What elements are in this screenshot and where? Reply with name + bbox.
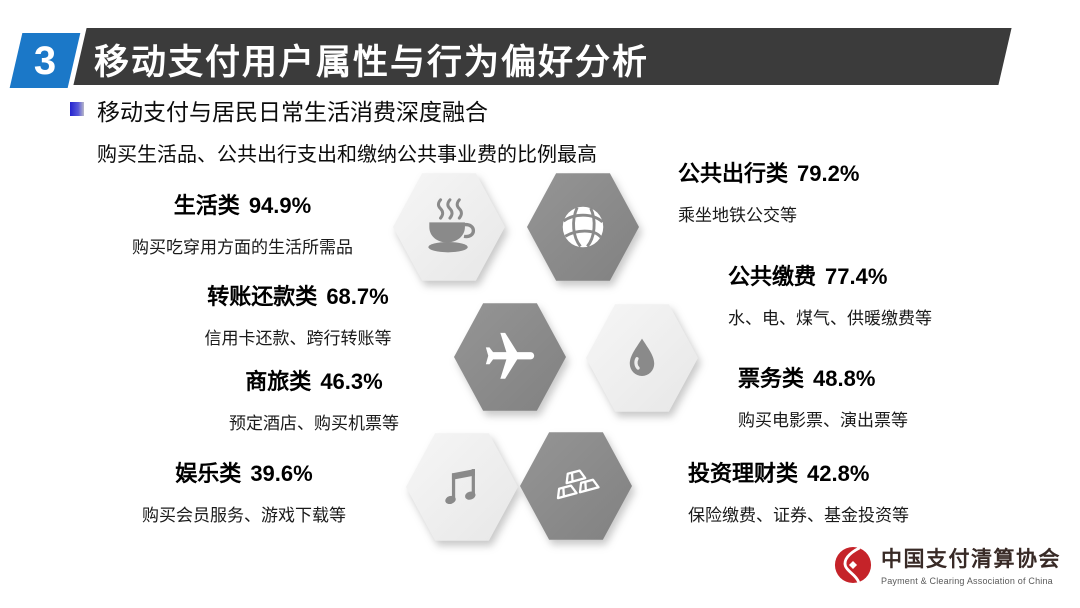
category-desc: 购买吃穿用方面的生活所需品: [132, 238, 353, 257]
hexagon-shape: [393, 173, 505, 281]
category-label: 投资理财类: [688, 461, 799, 486]
category-title: 公共出行类 79.2%: [678, 156, 859, 188]
water-drop-icon: [619, 335, 665, 381]
category-label: 商旅类: [245, 369, 312, 394]
hexagon-shape: [520, 432, 632, 540]
bullet-square-icon: [70, 102, 84, 116]
category-label: 公共出行类: [678, 161, 789, 186]
category-label: 转账还款类: [207, 284, 318, 309]
category-title: 票务类 48.8%: [738, 361, 908, 393]
category-transfer-repayment: 转账还款类 68.7% 信用卡还款、跨行转账等: [178, 279, 418, 349]
category-value: 79.2%: [797, 161, 860, 186]
association-logo-mark-icon: [834, 546, 872, 584]
category-label: 生活类: [173, 193, 240, 218]
category-public-transit: 公共出行类 79.2% 乘坐地铁公交等: [678, 156, 859, 226]
hexagon-shape: [586, 304, 698, 412]
gold-bars-icon: [548, 458, 604, 514]
category-value: 68.7%: [326, 284, 389, 309]
category-entertainment: 娱乐类 39.6% 购买会员服务、游戏下载等: [120, 456, 368, 526]
category-value: 94.9%: [248, 193, 312, 218]
association-name-en: Payment & Clearing Association of China: [881, 576, 1053, 586]
category-value: 48.8%: [813, 366, 876, 391]
category-desc: 购买电影票、演出票等: [738, 411, 908, 430]
association-logo: 中国支付清算协会 Payment & Clearing Association …: [834, 543, 1061, 586]
globe-network-icon: [556, 200, 610, 254]
section-subtitle: 移动支付与居民日常生活消费深度融合: [97, 99, 488, 125]
category-value: 77.4%: [825, 264, 888, 289]
category-life: 生活类 94.9% 购买吃穿用方面的生活所需品: [100, 188, 385, 258]
section-number-badge: 3: [9, 33, 81, 88]
category-investment: 投资理财类 42.8% 保险缴费、证券、基金投资等: [688, 456, 909, 526]
music-note-icon: [439, 464, 485, 510]
category-desc: 乘坐地铁公交等: [678, 206, 797, 225]
category-desc: 预定酒店、购买机票等: [229, 414, 399, 433]
hexagon-entertainment: [406, 431, 518, 543]
category-desc: 信用卡还款、跨行转账等: [204, 329, 392, 348]
category-label: 娱乐类: [175, 461, 242, 486]
association-logo-text: 中国支付清算协会 Payment & Clearing Association …: [881, 543, 1061, 586]
category-title: 转账还款类 68.7%: [178, 279, 418, 311]
page-title: 移动支付用户属性与行为偏好分析: [94, 42, 650, 82]
coffee-cup-icon: [419, 197, 479, 257]
category-ticketing: 票务类 48.8% 购买电影票、演出票等: [738, 361, 908, 431]
category-title: 生活类 94.9%: [100, 188, 385, 220]
hexagon-public-transit: [527, 171, 639, 283]
category-value: 46.3%: [320, 369, 383, 394]
category-desc: 购买会员服务、游戏下载等: [142, 506, 346, 525]
category-business-travel: 商旅类 46.3% 预定酒店、购买机票等: [210, 364, 418, 434]
hexagon-business-travel: [454, 301, 566, 413]
association-name-cn: 中国支付清算协会: [881, 548, 1061, 571]
airplane-icon: [481, 328, 539, 386]
hexagon-life: [393, 171, 505, 283]
category-value: 39.6%: [250, 461, 313, 486]
category-title: 商旅类 46.3%: [210, 364, 418, 396]
hexagon-investment: [520, 430, 632, 542]
hexagon-utility-payment: [586, 302, 698, 414]
category-label: 票务类: [738, 366, 805, 391]
hexagon-shape: [527, 173, 639, 281]
hexagon-shape: [406, 433, 518, 541]
category-desc: 水、电、煤气、供暖缴费等: [728, 309, 932, 328]
category-label: 公共缴费: [728, 264, 817, 289]
section-number: 3: [33, 38, 57, 83]
category-title: 娱乐类 39.6%: [120, 456, 368, 488]
category-title: 公共缴费 77.4%: [728, 259, 932, 291]
category-desc: 保险缴费、证券、基金投资等: [688, 506, 909, 525]
section-description: 购买生活品、公共出行支出和缴纳公共事业费的比例最高: [97, 144, 597, 166]
hexagon-shape: [454, 303, 566, 411]
category-utility-payment: 公共缴费 77.4% 水、电、煤气、供暖缴费等: [728, 259, 932, 329]
category-value: 42.8%: [807, 461, 870, 486]
category-title: 投资理财类 42.8%: [688, 456, 909, 488]
